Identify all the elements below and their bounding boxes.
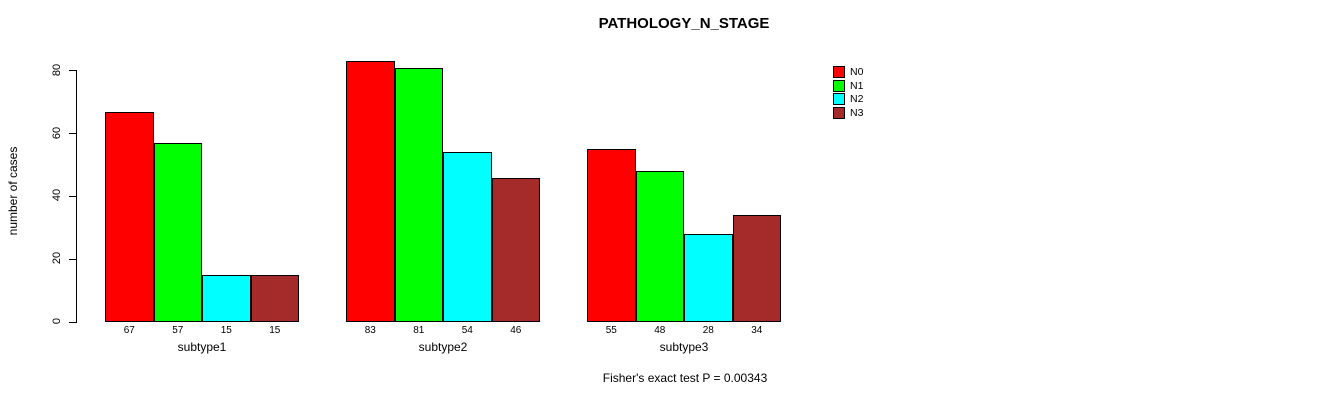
bar-subtype3-N0 bbox=[587, 149, 636, 322]
y-axis-tick bbox=[69, 195, 76, 197]
bar-subtype1-N2 bbox=[202, 274, 251, 322]
legend-label-N2: N2 bbox=[850, 93, 864, 105]
legend-label-N1: N1 bbox=[850, 79, 864, 92]
bar-subtype2-N3 bbox=[491, 177, 540, 322]
y-tick-label: 40 bbox=[51, 189, 63, 202]
bar-value-label: 83 bbox=[364, 325, 376, 336]
bar-subtype3-N1 bbox=[635, 171, 684, 322]
category-label-subtype1: subtype1 bbox=[177, 340, 227, 354]
chart-title: PATHOLOGY_N_STAGE bbox=[598, 15, 770, 32]
y-tick-label: 0 bbox=[51, 317, 63, 325]
bar-value-label: 48 bbox=[654, 325, 666, 336]
y-axis-tick bbox=[69, 258, 76, 260]
bar-subtype1-N0 bbox=[105, 111, 154, 322]
y-axis-label: number of cases bbox=[6, 146, 20, 236]
bar-subtype2-N0 bbox=[346, 61, 395, 322]
bar-subtype1-N1 bbox=[153, 143, 202, 322]
legend-label-N3: N3 bbox=[850, 106, 864, 119]
bar-subtype2-N2 bbox=[443, 152, 492, 322]
legend-swatch-N1 bbox=[833, 79, 845, 92]
y-tick-label: 60 bbox=[51, 126, 63, 139]
y-axis-tick bbox=[69, 133, 76, 135]
bar-value-label: 55 bbox=[605, 325, 617, 336]
bar-subtype3-N3 bbox=[732, 215, 781, 322]
bar-value-label: 46 bbox=[510, 325, 522, 336]
category-label-subtype3: subtype3 bbox=[659, 340, 709, 354]
y-axis-tick bbox=[69, 321, 76, 323]
bar-value-label: 57 bbox=[172, 325, 184, 336]
y-tick-label: 20 bbox=[51, 252, 63, 265]
legend-swatch-N3 bbox=[833, 106, 845, 119]
y-tick-label: 80 bbox=[51, 63, 63, 76]
bar-value-label: 81 bbox=[413, 325, 425, 336]
y-axis-line bbox=[76, 70, 77, 323]
bar-value-label: 15 bbox=[220, 325, 232, 336]
bar-value-label: 34 bbox=[751, 325, 763, 336]
bar-value-label: 15 bbox=[269, 325, 281, 336]
y-axis-tick bbox=[69, 70, 76, 72]
bar-value-label: 54 bbox=[461, 325, 473, 336]
bar-value-label: 67 bbox=[123, 325, 135, 336]
legend-swatch-N2 bbox=[833, 93, 845, 105]
stat-annotation: Fisher's exact test P = 0.00343 bbox=[602, 371, 768, 385]
bar-subtype3-N2 bbox=[684, 234, 733, 322]
legend-label-N0: N0 bbox=[850, 66, 864, 78]
bar-subtype1-N3 bbox=[250, 274, 299, 322]
bar-value-label: 28 bbox=[702, 325, 714, 336]
category-label-subtype2: subtype2 bbox=[418, 340, 468, 354]
legend-swatch-N0 bbox=[833, 66, 845, 78]
bar-subtype2-N1 bbox=[394, 67, 443, 322]
